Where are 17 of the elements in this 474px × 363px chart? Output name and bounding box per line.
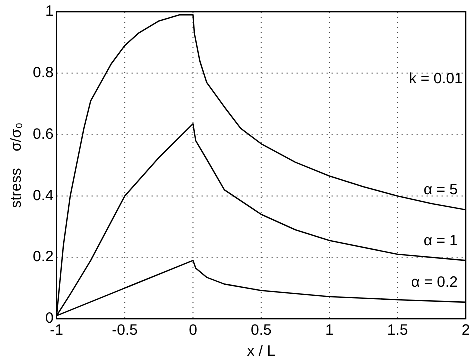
x-tick-label: 1.5: [387, 322, 408, 340]
y-tick-label: 0.2: [32, 248, 54, 266]
y-axis-title: stress σ/σ₀: [8, 122, 26, 208]
series-label: α = 0.2: [411, 274, 458, 292]
x-tick-label: 0.5: [250, 322, 272, 340]
y-tick-label: 0.4: [32, 187, 54, 204]
x-tick-label: 2: [462, 322, 470, 340]
x-tick-label: -0.5: [112, 322, 138, 340]
y-tick-label: 0.8: [32, 64, 54, 82]
x-tick-label: 0: [189, 322, 198, 340]
series-label: α = 5: [424, 182, 458, 199]
x-tick-label: 1: [325, 322, 334, 340]
y-tick-label: 0.6: [32, 126, 54, 143]
series-label: α = 1: [424, 232, 458, 250]
x-axis-title: x / L: [247, 343, 276, 360]
y-tick-label: 1: [46, 3, 54, 20]
annotation: k = 0.01: [409, 70, 463, 88]
